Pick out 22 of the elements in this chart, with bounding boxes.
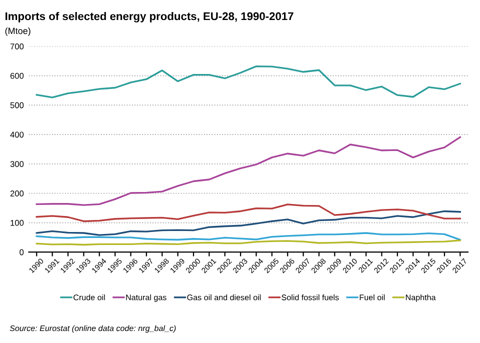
line-series bbox=[36, 204, 461, 222]
y-tick-label: 200 bbox=[10, 190, 24, 196]
y-tick-label: 700 bbox=[10, 44, 24, 50]
y-tick-label: 0 bbox=[20, 249, 24, 256]
line-series bbox=[36, 232, 461, 241]
y-tick-label: 400 bbox=[10, 132, 24, 138]
legend-label: Natural gas bbox=[126, 294, 166, 302]
line-series bbox=[36, 210, 461, 236]
source-note: Source: Eurostat (online data code: nrg_bal_c) bbox=[10, 325, 176, 333]
legend-label: Gas oil and diesel oil bbox=[187, 294, 261, 300]
chart-title: Imports of selected energy products, EU-28, 1990-2017 bbox=[6, 12, 294, 22]
legend-label: Naphtha bbox=[406, 294, 436, 302]
legend-label: Crude oil bbox=[74, 294, 105, 300]
line-series bbox=[36, 65, 461, 98]
legend-label: Fuel oil bbox=[360, 294, 385, 300]
y-tick-label: 600 bbox=[10, 72, 24, 79]
legend-label: Solid fossil fuels bbox=[282, 294, 339, 300]
chart-subtitle: (Mtoe) bbox=[5, 27, 30, 36]
y-tick-label: 500 bbox=[10, 102, 24, 108]
y-tick-label: 300 bbox=[10, 161, 24, 168]
y-tick-label: 100 bbox=[10, 220, 24, 226]
line-series bbox=[36, 136, 461, 206]
